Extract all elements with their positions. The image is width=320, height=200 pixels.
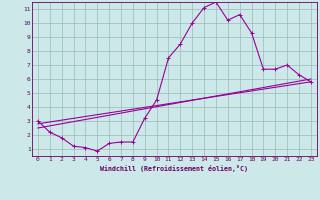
X-axis label: Windchill (Refroidissement éolien,°C): Windchill (Refroidissement éolien,°C) xyxy=(100,165,248,172)
